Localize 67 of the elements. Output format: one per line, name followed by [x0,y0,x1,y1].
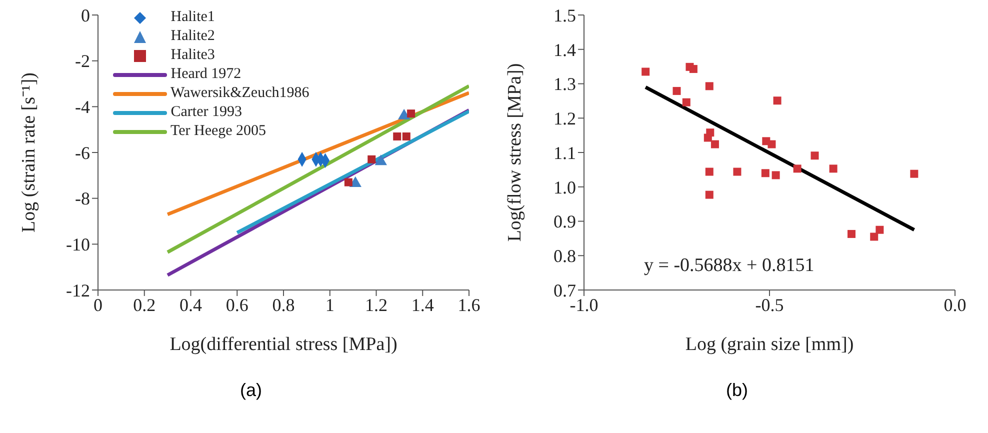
legend-label: Halite1 [170,9,215,25]
legend-label: Wawersik&Zeuch1986 [170,85,310,101]
x-tick-label: 0.8 [272,294,295,315]
point [689,64,698,73]
x-tick-label: 0.6 [226,294,248,315]
x-tick-label: 0 [94,294,102,315]
point [773,96,782,105]
x-tick-label: 1.4 [411,294,434,315]
point [772,171,780,180]
point [407,110,416,118]
point [402,132,410,140]
y-tick-label: -6 [75,142,90,163]
y-tick-label: 0.9 [554,212,576,232]
point [847,230,856,238]
point [910,170,918,178]
x-tick-label: 0.4 [180,294,202,315]
point [393,132,402,140]
y-tick-label: 0 [81,5,90,26]
point [682,98,690,106]
x-tick-label: 1.6 [458,294,480,315]
legend-label: Halite3 [170,47,215,63]
x-tick-label: 1 [325,294,334,315]
point [870,232,878,241]
y-tick-label: -8 [75,188,90,209]
point [642,68,650,76]
point [368,155,376,164]
legend-label: Heard 1972 [170,66,242,82]
point [705,190,714,199]
y-tick-label: 1.3 [554,74,576,94]
point [344,178,352,186]
point [761,169,770,178]
y-tick-label: -2 [75,51,90,72]
y-axis-title: Log(flow stress [MPa]) [504,63,526,242]
legend-label: Ter Heege 2005 [170,123,266,139]
y-axis-title: Log (strain rate [s⁻¹]) [18,72,40,232]
y-tick-label: 1.4 [554,40,576,60]
y-tick-label: 1.5 [554,5,576,26]
x-tick-label: 0.0 [944,294,966,315]
x-axis-title: Log (grain size [mm]) [685,334,854,355]
y-tick-label: 1.1 [554,142,576,163]
point [704,134,712,142]
x-tick-label: 1.2 [365,294,388,315]
x-tick-label: 0.2 [133,294,156,315]
legend-label: Carter 1993 [170,104,242,120]
y-tick-label: -10 [66,234,90,255]
y-tick-label: -12 [66,280,90,300]
point [829,164,838,173]
point [710,140,719,148]
x-axis-title: Log(differential stress [MPa]) [170,334,398,355]
annotation: y = -0.5688x + 0.8151 [644,255,814,277]
text: (b) [725,380,749,401]
point [705,82,714,90]
point [733,168,742,176]
point [374,154,387,166]
legend-label: Halite2 [170,28,215,44]
y-tick-label: 0.8 [554,246,576,266]
point [705,168,714,176]
point [672,86,681,95]
point [810,152,819,160]
text: (a) [239,380,263,401]
y-tick-label: 1.2 [554,108,576,129]
point [876,226,884,234]
point [768,140,776,148]
x-tick-label: -0.5 [755,294,784,315]
y-tick-label: 1.0 [554,177,576,198]
y-tick-label: -4 [75,97,90,118]
point [793,164,802,173]
